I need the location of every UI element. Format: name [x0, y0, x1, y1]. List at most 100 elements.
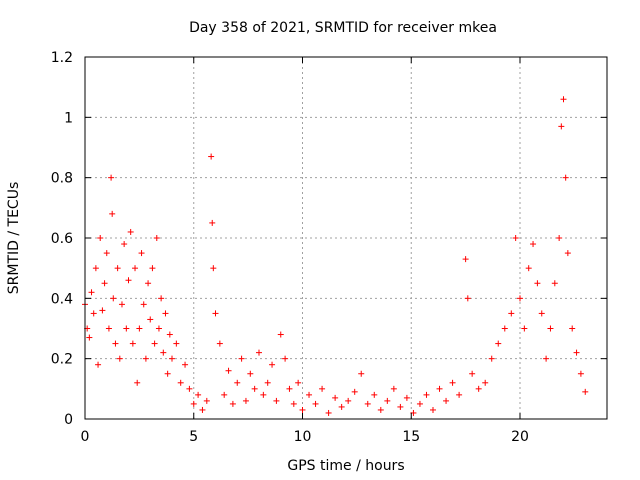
data-point: [562, 174, 569, 181]
x-tick-label: 10: [294, 429, 312, 445]
data-point: [212, 310, 219, 317]
data-point: [151, 340, 158, 347]
data-point: [384, 397, 391, 404]
data-point: [577, 370, 584, 377]
y-tick-label: 0.4: [51, 291, 73, 307]
x-tick-label: 5: [189, 429, 198, 445]
data-point: [403, 394, 410, 401]
data-point: [105, 325, 112, 332]
data-point: [325, 409, 332, 416]
data-point: [345, 397, 352, 404]
data-point: [92, 265, 99, 272]
x-tick-label: 0: [81, 429, 90, 445]
data-point: [129, 340, 136, 347]
data-point: [110, 295, 117, 302]
data-point: [147, 316, 154, 323]
data-point: [332, 394, 339, 401]
data-point: [282, 355, 289, 362]
data-point: [216, 340, 223, 347]
data-point: [97, 235, 104, 241]
data-point: [512, 235, 519, 241]
data-point: [190, 400, 197, 407]
y-tick-label: 0.8: [51, 171, 73, 187]
data-point: [108, 174, 115, 181]
data-point: [410, 409, 417, 416]
data-point: [86, 334, 93, 341]
data-point: [416, 400, 423, 407]
data-point: [508, 310, 515, 317]
data-point: [145, 280, 152, 287]
data-point: [534, 280, 541, 287]
data-point: [127, 228, 134, 235]
x-axis-label: GPS time / hours: [287, 458, 404, 474]
data-points: [82, 96, 589, 416]
data-point: [125, 277, 132, 284]
y-axis-label: SRMTID / TECUs: [6, 182, 22, 295]
data-point: [251, 385, 258, 392]
data-point: [173, 340, 180, 347]
data-point: [351, 388, 358, 395]
data-point: [118, 301, 125, 308]
data-point: [443, 397, 450, 404]
data-point: [242, 397, 249, 404]
data-point: [556, 235, 563, 241]
data-point: [530, 241, 537, 248]
y-tick-labels: 0 0.2 0.4 0.6 0.8 1 1.2: [51, 50, 73, 428]
data-point: [116, 355, 123, 362]
data-point: [390, 385, 397, 392]
data-point: [136, 325, 143, 332]
data-point: [573, 349, 580, 356]
data-point: [195, 391, 202, 398]
data-point: [423, 391, 430, 398]
data-point: [182, 361, 189, 368]
data-point: [377, 406, 384, 413]
data-point: [430, 406, 436, 413]
data-point: [209, 219, 216, 226]
chart-title: Day 358 of 2021, SRMTID for receiver mke…: [189, 20, 497, 36]
data-point: [208, 153, 215, 160]
data-point: [164, 370, 171, 377]
data-point: [551, 280, 558, 287]
data-point: [149, 265, 156, 272]
data-point: [247, 370, 254, 377]
data-point: [229, 400, 236, 407]
y-tick-label: 1: [64, 110, 73, 126]
data-point: [221, 391, 228, 398]
y-tick-label: 0.6: [51, 231, 73, 247]
data-point: [495, 340, 502, 347]
data-point: [397, 403, 404, 410]
data-point: [560, 96, 567, 103]
data-point: [538, 310, 545, 317]
data-point: [558, 123, 565, 130]
data-point: [199, 406, 206, 413]
data-point: [160, 349, 167, 356]
y-tick-label: 0.2: [51, 352, 73, 368]
data-point: [103, 250, 110, 257]
data-point: [99, 307, 106, 314]
data-point: [169, 355, 175, 362]
data-point: [521, 325, 528, 332]
axis-ticks: [84, 56, 607, 420]
data-point: [449, 379, 456, 386]
data-point: [121, 241, 128, 248]
data-point: [138, 250, 145, 257]
data-point: [210, 265, 217, 272]
data-point: [312, 400, 319, 407]
data-point: [469, 370, 476, 377]
data-point: [295, 379, 302, 386]
data-point: [464, 295, 471, 302]
data-point: [371, 391, 378, 398]
x-tick-label: 15: [402, 429, 420, 445]
data-point: [517, 295, 523, 302]
data-point: [95, 361, 102, 368]
y-tick-label: 1.2: [51, 50, 73, 66]
data-point: [501, 325, 508, 332]
data-point: [225, 367, 232, 374]
y-tick-label: 0: [64, 412, 73, 428]
data-point: [582, 388, 589, 395]
data-point: [186, 385, 193, 392]
data-point: [547, 325, 554, 332]
data-point: [142, 355, 149, 362]
data-point: [123, 325, 130, 332]
data-point: [264, 379, 271, 386]
